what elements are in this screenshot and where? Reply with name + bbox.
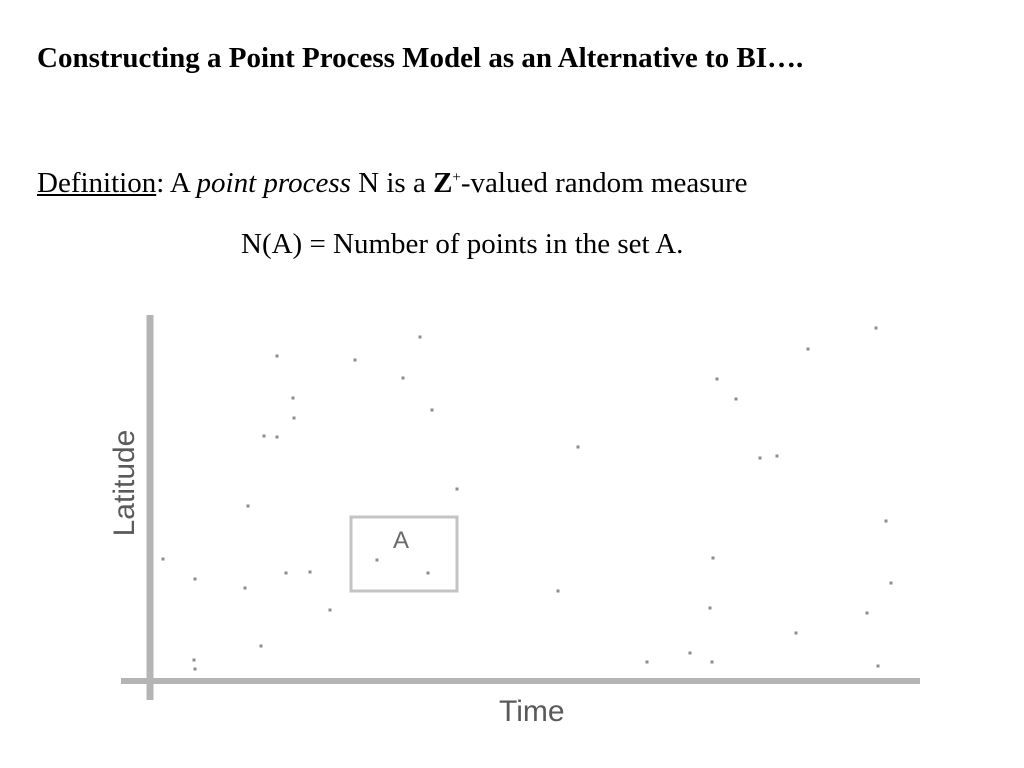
event-point [715,377,719,381]
set-a-box [349,515,459,593]
event-point [275,435,279,439]
event-point [401,376,405,380]
definition-bold-symbol: Z [433,167,453,199]
event-point [284,571,288,575]
slide-title: Constructing a Point Process Model as an… [37,42,804,74]
definition-italic-phrase: point process [196,167,351,199]
event-point [262,434,266,438]
event-point [375,558,379,562]
event-point [455,487,459,491]
event-point [556,589,560,593]
event-point [291,396,295,400]
x-axis-label: Time [499,695,565,728]
points-layer [161,326,893,671]
event-point [576,445,580,449]
formula-line: N(A) = Number of points in the set A. [241,228,684,260]
figure-svg: A Time Latitude [108,315,920,728]
event-point [243,586,247,590]
event-point [308,570,312,574]
event-point [794,631,798,635]
event-point [192,658,196,662]
event-point [865,611,869,615]
event-point [876,664,880,668]
event-point [806,347,810,351]
definition-line: Definition: A point process N is a Z+-va… [37,167,748,200]
event-point [775,454,779,458]
event-point [758,456,762,460]
event-point [884,519,888,523]
event-point [193,667,197,671]
event-point [710,660,714,664]
event-point [688,651,692,655]
event-point [418,335,422,339]
event-point [645,660,649,664]
event-point [246,504,250,508]
definition-tail: -valued random measure [460,167,748,199]
definition-superscript: + [452,169,461,186]
event-point [430,408,434,412]
event-point [734,397,738,401]
event-point [426,571,430,575]
set-a-label: A [393,527,409,554]
definition-sep: : A [156,167,197,199]
event-point [193,577,197,581]
definition-mid: N is a [350,167,434,199]
event-point [353,358,357,362]
definition-term: Definition [37,167,157,199]
point-process-figure: A Time Latitude [100,300,930,740]
event-point [161,557,165,561]
event-point [328,608,332,612]
event-point [275,354,279,358]
event-point [292,416,296,420]
event-point [711,556,715,560]
event-point [874,326,878,330]
y-axis-label: Latitude [108,430,141,537]
event-point [708,606,712,610]
event-point [889,581,893,585]
event-point [259,644,263,648]
